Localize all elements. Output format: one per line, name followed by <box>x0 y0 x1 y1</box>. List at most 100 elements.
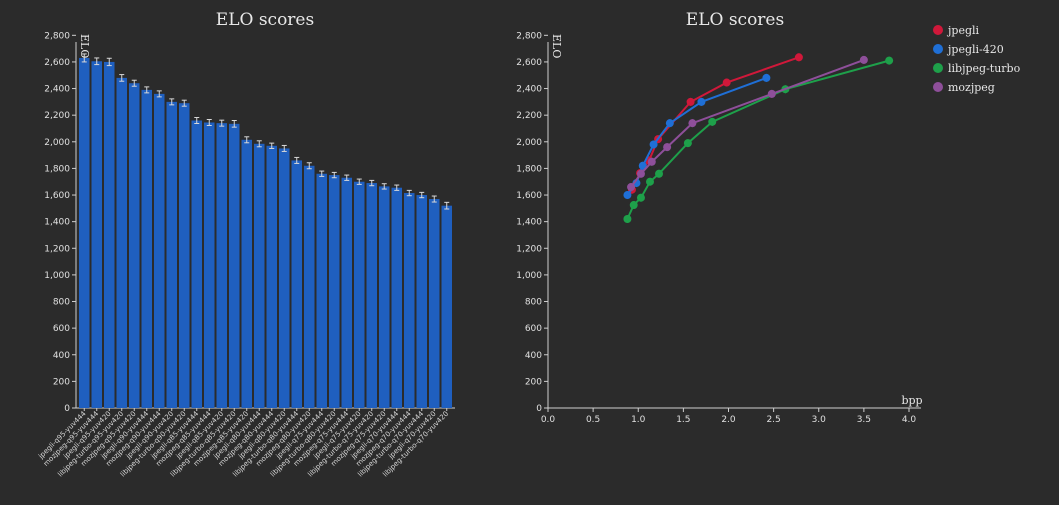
line-x-tick-label: 2.0 <box>721 415 736 425</box>
bar-y-tick-label: 2,600 <box>44 58 70 68</box>
data-point <box>623 191 632 200</box>
line-chart: ELO scores 0 200 400 600 800 1,000 1,200 1,400 1,… <box>516 10 1020 425</box>
error-bar <box>369 179 375 187</box>
error-bar <box>281 144 287 152</box>
bar <box>191 120 202 408</box>
line-x-tick-label: 0.5 <box>586 415 600 425</box>
line-y-tick-label: 2,200 <box>516 111 542 121</box>
bar <box>416 195 427 408</box>
bar <box>304 165 315 408</box>
error-bar <box>94 57 100 66</box>
error-bar <box>156 90 162 98</box>
error-bar <box>181 99 187 107</box>
error-bar <box>119 74 125 82</box>
bar <box>266 145 277 409</box>
series-line <box>626 59 890 220</box>
legend-label: libjpeg-turbo <box>948 62 1021 75</box>
error-bar <box>419 191 425 199</box>
line-x-tick-label: 1.5 <box>676 415 690 425</box>
bar-y-tick-label: 600 <box>53 324 70 334</box>
error-bar <box>406 189 412 197</box>
legend-item-mozjpeg: mozjpeg <box>933 81 995 94</box>
bar <box>141 89 152 409</box>
bar-y-tick-label: 2,400 <box>44 85 70 95</box>
error-bar <box>356 178 362 185</box>
bar <box>354 181 365 408</box>
line-y-tick-label: 2,800 <box>516 31 542 41</box>
series-jpegli-420 <box>623 73 771 200</box>
line-x-tick-label: 3.0 <box>812 415 827 425</box>
line-x-tick-label: 3.5 <box>857 415 871 425</box>
error-bar <box>169 98 175 106</box>
line-y-tick-label: 200 <box>525 377 542 387</box>
bar <box>279 148 290 408</box>
error-bar <box>106 57 112 67</box>
bar <box>391 187 402 408</box>
bar-y-tick-label: 1,400 <box>44 218 70 228</box>
bar <box>116 77 127 409</box>
line-y-tick-label: 2,400 <box>516 85 542 95</box>
bar <box>291 160 302 408</box>
bar <box>216 123 227 408</box>
legend-marker <box>933 25 943 35</box>
bar-y-tick-label: 800 <box>53 298 70 308</box>
error-bar <box>231 119 237 128</box>
line-x-tick-label: 4.0 <box>902 415 917 425</box>
data-point <box>794 53 803 62</box>
bar-y-tick-label: 2,200 <box>44 111 70 121</box>
bar-y-tick-label: 2,000 <box>44 138 70 148</box>
legend-label: mozjpeg <box>948 81 995 94</box>
line-x-axis-label: bpp <box>901 394 922 407</box>
line-y-tick-label: 2,000 <box>516 138 542 148</box>
line-x-tick-label: 0.0 <box>541 415 556 425</box>
series-libjpeg-turbo <box>623 56 894 223</box>
legend-label: jpegli-420 <box>946 43 1004 56</box>
bar <box>316 173 327 408</box>
bar <box>379 186 390 408</box>
line-y-tick-label: 1,600 <box>516 191 542 201</box>
series-mozjpeg <box>627 55 868 192</box>
error-bar <box>144 86 150 94</box>
line-y-axis-label: ELO <box>550 34 563 58</box>
bar-y-tick-label: 1,200 <box>44 244 70 254</box>
bar <box>241 139 252 408</box>
bar-chart-title: ELO scores <box>216 10 314 30</box>
line-x-tick-label: 2.5 <box>766 415 780 425</box>
error-bar <box>319 170 325 177</box>
line-y-tick-label: 2,600 <box>516 58 542 68</box>
data-point <box>636 169 645 178</box>
data-point <box>638 161 647 170</box>
bar-y-tick-label: 1,800 <box>44 164 70 174</box>
bar <box>166 101 177 409</box>
bar <box>91 61 102 409</box>
data-point <box>647 157 656 166</box>
bar-chart: ELO scores 0 200 400 600 800 1,000 1,200 1,400 1,… <box>36 10 455 479</box>
error-bar <box>294 156 300 164</box>
legend-item-jpegli: jpegli <box>933 24 980 37</box>
line-y-tick-label: 800 <box>525 298 542 308</box>
bar <box>441 205 452 408</box>
bar <box>204 122 215 408</box>
data-point <box>663 143 672 152</box>
data-point <box>859 55 868 64</box>
data-point <box>636 193 645 202</box>
data-point <box>623 214 632 223</box>
error-bar <box>394 184 400 191</box>
bar-y-tick-label: 2,800 <box>44 31 70 41</box>
bar <box>404 193 415 408</box>
bar <box>104 61 115 409</box>
bar <box>154 93 165 409</box>
error-bar <box>331 171 337 179</box>
bar-y-tick-label: 400 <box>53 351 70 361</box>
line-y-tick-label: 0 <box>536 404 542 414</box>
legend-marker <box>933 63 943 73</box>
line-y-tick-label: 1,000 <box>516 271 542 281</box>
line-y-tick-label: 1,400 <box>516 218 542 228</box>
line-y-tick-label: 1,800 <box>516 164 542 174</box>
error-bar <box>269 142 275 149</box>
error-bar <box>206 118 212 126</box>
bar-y-tick-label: 200 <box>53 377 70 387</box>
data-point <box>655 169 664 178</box>
line-chart-title: ELO scores <box>686 10 784 30</box>
data-point <box>708 117 717 126</box>
